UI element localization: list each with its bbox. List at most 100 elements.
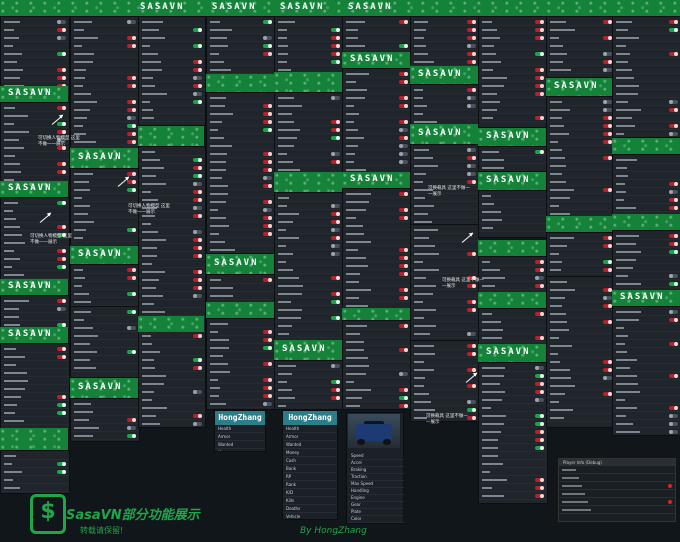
toggle-switch[interactable] [127, 417, 136, 422]
menu-item[interactable] [479, 310, 547, 318]
menu-item[interactable] [139, 260, 205, 268]
toggle-switch[interactable] [399, 19, 408, 24]
menu-item[interactable] [71, 274, 139, 282]
menu-item[interactable] [139, 212, 205, 220]
toggle-switch[interactable] [57, 51, 66, 56]
menu-item[interactable] [411, 358, 479, 366]
toggle-switch[interactable] [669, 317, 678, 322]
menu-item[interactable] [479, 50, 547, 58]
menu-item[interactable] [71, 324, 139, 332]
toggle-switch[interactable] [399, 347, 408, 352]
menu-item[interactable] [207, 26, 275, 34]
toggle-switch[interactable] [535, 67, 544, 72]
menu-item[interactable] [613, 58, 680, 66]
toggle-switch[interactable] [263, 51, 272, 56]
toggle-switch[interactable] [127, 275, 136, 280]
toggle-switch[interactable] [399, 295, 408, 300]
menu-item[interactable] [613, 316, 680, 324]
menu-item[interactable] [479, 98, 547, 106]
menu-item[interactable] [275, 150, 343, 158]
menu-item[interactable] [343, 302, 411, 309]
menu-item[interactable] [547, 194, 615, 202]
menu-item[interactable] [207, 110, 275, 118]
menu-item[interactable] [343, 86, 411, 94]
toggle-switch[interactable] [669, 273, 678, 278]
menu-item[interactable] [71, 290, 139, 298]
toggle-switch[interactable] [535, 115, 544, 120]
toggle-switch[interactable] [193, 189, 202, 194]
menu-item[interactable] [139, 156, 205, 164]
toggle-switch[interactable] [331, 151, 340, 156]
menu-item[interactable] [71, 416, 139, 424]
menu-item[interactable] [547, 286, 615, 294]
menu-item[interactable] [1, 345, 69, 353]
menu-item[interactable] [547, 250, 615, 258]
toggle-switch[interactable] [467, 155, 476, 160]
toggle-switch[interactable] [399, 247, 408, 252]
menu-item[interactable] [613, 98, 680, 106]
toggle-switch[interactable] [263, 401, 272, 406]
toggle-switch[interactable] [669, 181, 678, 186]
menu-item[interactable] [1, 239, 69, 247]
menu-item[interactable] [207, 320, 275, 328]
menu-item[interactable] [207, 238, 275, 246]
menu-item[interactable] [139, 196, 205, 204]
menu-item[interactable] [139, 98, 205, 106]
toggle-switch[interactable] [467, 367, 476, 372]
menu-item[interactable] [1, 271, 69, 279]
toggle-switch[interactable] [331, 119, 340, 124]
toggle-switch[interactable] [467, 95, 476, 100]
toggle-switch[interactable] [193, 285, 202, 290]
menu-item[interactable] [343, 338, 411, 346]
toggle-switch[interactable] [331, 59, 340, 64]
menu-item[interactable] [547, 382, 615, 390]
menu-item[interactable] [343, 278, 411, 286]
menu-item[interactable] [139, 58, 205, 66]
menu-item[interactable] [479, 200, 547, 208]
menu-item[interactable] [479, 372, 547, 380]
toggle-switch[interactable] [127, 139, 136, 144]
menu-item[interactable] [479, 444, 547, 452]
menu-item[interactable] [411, 258, 479, 266]
toggle-switch[interactable] [467, 415, 476, 420]
menu-item[interactable] [479, 380, 547, 388]
menu-item[interactable] [547, 310, 615, 318]
toggle-switch[interactable] [467, 399, 476, 404]
menu-item[interactable] [613, 232, 680, 240]
toggle-switch[interactable] [467, 351, 476, 356]
toggle-switch[interactable] [467, 299, 476, 304]
menu-item[interactable] [479, 334, 547, 342]
toggle-switch[interactable] [57, 298, 66, 303]
toggle-switch[interactable] [669, 309, 678, 314]
menu-item[interactable] [139, 148, 205, 156]
menu-item[interactable] [139, 50, 205, 58]
toggle-switch[interactable] [193, 389, 202, 394]
menu-item[interactable] [139, 340, 205, 348]
toggle-switch[interactable] [603, 123, 612, 128]
toggle-switch[interactable] [669, 405, 678, 410]
toggle-switch[interactable] [331, 43, 340, 48]
toggle-switch[interactable] [263, 199, 272, 204]
menu-item[interactable] [411, 234, 479, 242]
menu-item[interactable] [207, 94, 275, 102]
menu-item[interactable] [411, 314, 479, 322]
toggle-switch[interactable] [535, 275, 544, 280]
menu-item[interactable] [613, 420, 680, 428]
menu-item[interactable] [547, 350, 615, 358]
toggle-switch[interactable] [57, 169, 66, 174]
menu-item[interactable] [547, 170, 615, 178]
menu-item[interactable] [479, 388, 547, 396]
toggle-switch[interactable] [399, 271, 408, 276]
menu-item[interactable] [71, 178, 139, 186]
menu-item[interactable] [139, 236, 205, 244]
toggle-switch[interactable] [127, 43, 136, 48]
toggle-switch[interactable] [193, 253, 202, 258]
toggle-switch[interactable] [535, 35, 544, 40]
menu-item[interactable] [1, 255, 69, 263]
menu-item[interactable] [275, 234, 343, 242]
toggle-switch[interactable] [127, 309, 136, 314]
menu-item[interactable] [1, 215, 69, 223]
menu-item[interactable] [479, 74, 547, 82]
toggle-switch[interactable] [263, 337, 272, 342]
toggle-switch[interactable] [57, 200, 66, 205]
